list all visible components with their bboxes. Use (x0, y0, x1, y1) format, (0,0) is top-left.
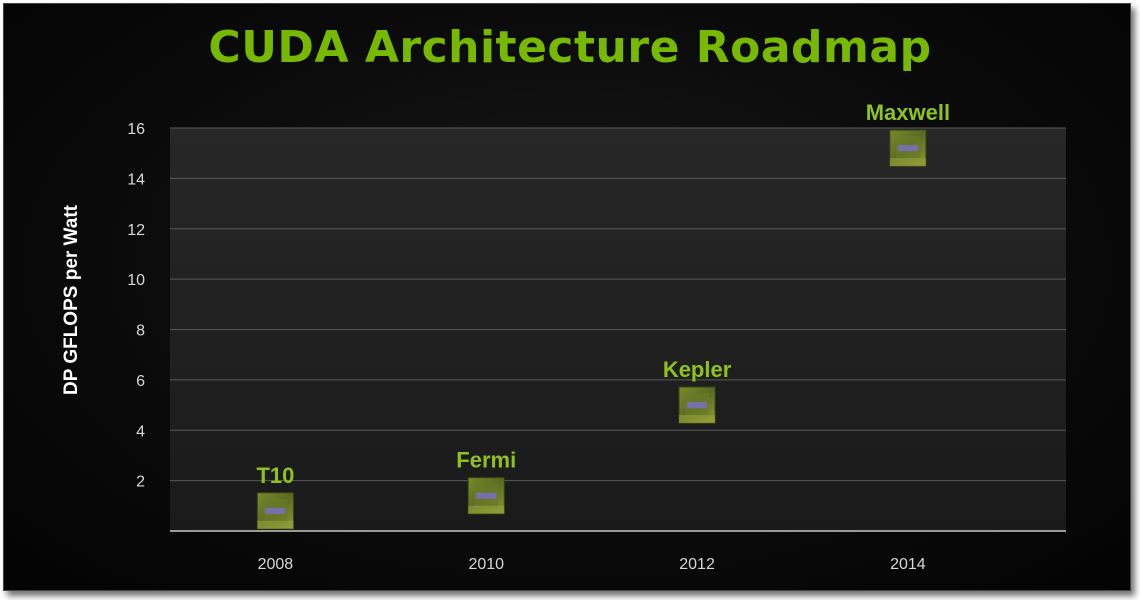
data-point-maxwell: Maxwell (866, 100, 950, 167)
y-tick-label: 14 (127, 171, 145, 188)
y-axis-label: DP GFLOPS per Watt (61, 204, 82, 395)
data-point-t10: T10 (256, 463, 294, 530)
chip-stripe-icon (265, 507, 286, 514)
chip-edge-icon (679, 415, 716, 424)
y-tick-label: 8 (136, 323, 145, 340)
point-label: Fermi (456, 448, 516, 473)
chip-stripe-icon (687, 402, 708, 409)
point-label: Maxwell (866, 100, 950, 125)
y-tick-label: 12 (127, 222, 145, 239)
data-point-fermi: Fermi (456, 448, 516, 515)
point-label: Kepler (663, 357, 732, 382)
y-tick-label: 10 (127, 272, 145, 289)
point-label: T10 (256, 463, 294, 488)
chip-edge-icon (889, 158, 926, 167)
chip-stripe-icon (476, 492, 497, 499)
page-title: CUDA Architecture Roadmap (208, 22, 932, 73)
y-tick-label: 4 (136, 423, 145, 440)
x-tick-label: 2008 (258, 556, 294, 573)
x-tick-label: 2014 (890, 556, 926, 573)
y-tick-label: 6 (136, 373, 145, 390)
y-tick-label: 2 (136, 474, 145, 491)
x-tick-label: 2010 (468, 556, 504, 573)
chip-edge-icon (257, 520, 294, 529)
y-tick-label: 16 (127, 121, 145, 138)
data-point-kepler: Kepler (663, 357, 732, 424)
chip-stripe-icon (897, 145, 918, 152)
x-tick-label: 2012 (679, 556, 715, 573)
chip-edge-icon (468, 505, 505, 514)
